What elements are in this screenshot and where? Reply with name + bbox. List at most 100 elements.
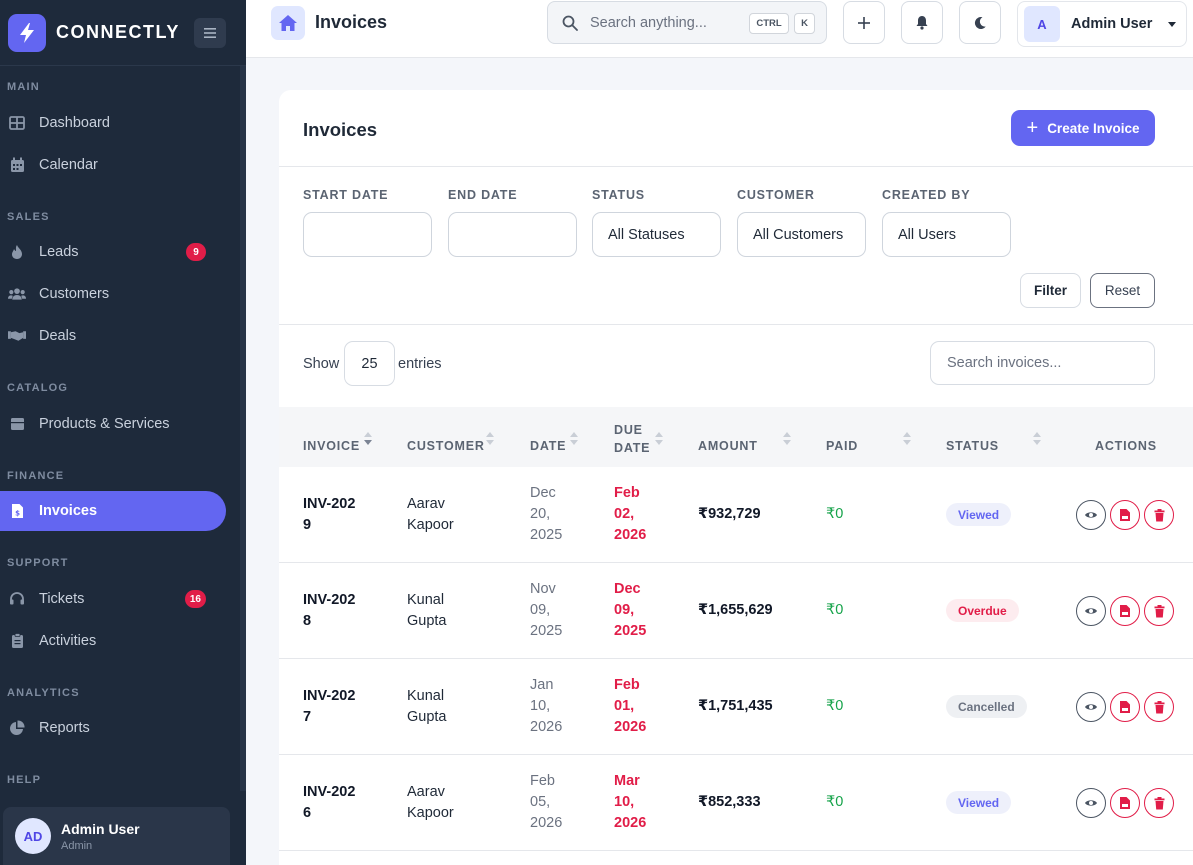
create-invoice-label: Create Invoice [1047, 120, 1140, 136]
status-badge: Cancelled [946, 695, 1027, 718]
sort-icon[interactable] [570, 432, 578, 446]
end-date-input[interactable] [448, 212, 577, 257]
amount: ₹932,729 [698, 506, 761, 522]
create-invoice-button[interactable]: + Create Invoice [1011, 110, 1155, 146]
sidebar-item-label: Customers [39, 286, 110, 302]
due-date: Dec 09, 2025 [614, 581, 647, 639]
entries-per-page-select[interactable]: 25 [344, 341, 395, 386]
page-title: Invoices [315, 12, 388, 32]
search-icon [562, 15, 578, 31]
user-menu-dropdown[interactable]: A Admin User [1017, 1, 1187, 47]
invoice-date: Nov 09, 2025 [530, 581, 563, 639]
amount: ₹1,655,629 [698, 602, 773, 618]
filter-button[interactable]: Filter [1020, 273, 1081, 308]
users-icon [8, 285, 26, 303]
sidebar-item-label: Reports [39, 720, 90, 736]
section-label-sales: SALES [7, 211, 50, 223]
pie-chart-icon [8, 719, 26, 737]
sort-icon[interactable] [1033, 432, 1041, 446]
col-header-amount[interactable]: AMOUNT [698, 439, 758, 453]
trash-icon[interactable] [1144, 596, 1174, 626]
sort-icon[interactable] [783, 432, 791, 446]
view-icon[interactable] [1076, 692, 1106, 722]
sort-icon[interactable] [903, 432, 911, 446]
col-header-due-date[interactable]: DUE DATE [614, 423, 651, 455]
paid-amount: ₹0 [826, 794, 844, 810]
global-search-input[interactable]: Search anything... CTRL K [547, 1, 827, 44]
table-row[interactable]: INV-2027 Kunal Gupta Jan 10, 2026 Feb 01… [279, 659, 1193, 755]
sidebar-scrollbar[interactable] [240, 66, 246, 791]
brand-name[interactable]: CONNECTLY [56, 22, 180, 42]
status-select[interactable]: All Statuses [592, 212, 721, 257]
col-header-paid[interactable]: PAID [826, 439, 859, 453]
sidebar-item-calendar[interactable]: Calendar [0, 145, 226, 185]
shortcut-k-key: K [794, 13, 815, 34]
trash-icon[interactable] [1144, 500, 1174, 530]
start-date-input[interactable] [303, 212, 432, 257]
sidebar-item-label: Calendar [39, 157, 98, 173]
menu-toggle-button[interactable] [194, 17, 226, 48]
pdf-icon[interactable] [1110, 500, 1140, 530]
sidebar-item-deals[interactable]: Deals [0, 316, 226, 356]
view-icon[interactable] [1076, 788, 1106, 818]
pdf-icon[interactable] [1110, 596, 1140, 626]
section-label-support: SUPPORT [7, 557, 69, 569]
col-header-status[interactable]: STATUS [946, 439, 999, 453]
plus-icon [858, 16, 870, 29]
sort-icon[interactable] [486, 432, 494, 446]
sidebar-item-customers[interactable]: Customers [0, 274, 226, 314]
invoice-number[interactable]: INV-2026 [303, 784, 356, 821]
amount: ₹852,333 [698, 794, 761, 810]
view-icon[interactable] [1076, 596, 1106, 626]
sidebar-item-tickets[interactable]: Tickets 16 [0, 579, 226, 619]
reset-button[interactable]: Reset [1090, 273, 1155, 308]
grid-icon [8, 114, 26, 132]
invoice-icon: $ [8, 502, 26, 520]
calendar-icon [8, 156, 26, 174]
invoice-search-input[interactable]: Search invoices... [930, 341, 1155, 385]
theme-toggle-button[interactable] [959, 1, 1001, 44]
invoice-date: Jan 10, 2026 [530, 677, 563, 735]
sidebar-user-profile[interactable]: AD Admin User Admin [3, 807, 230, 865]
invoice-number[interactable]: INV-2028 [303, 592, 356, 629]
section-label-main: MAIN [7, 81, 40, 93]
trash-icon[interactable] [1144, 692, 1174, 722]
card-title: Invoices [303, 119, 378, 140]
created-by-label: CREATED BY [882, 188, 971, 202]
user-role: Admin [61, 839, 93, 852]
topbar: Invoices Search anything... CTRL K A Adm… [246, 0, 1193, 58]
customer-name: Kunal Gupta [407, 688, 447, 725]
customer-select[interactable]: All Customers [737, 212, 866, 257]
col-header-invoice[interactable]: INVOICE [303, 439, 360, 453]
section-label-help: HELP [7, 774, 42, 786]
view-icon[interactable] [1076, 500, 1106, 530]
col-header-customer[interactable]: CUSTOMER [407, 439, 485, 453]
sidebar-item-leads[interactable]: Leads 9 [0, 232, 226, 272]
notifications-button[interactable] [901, 1, 943, 44]
table-row[interactable]: INV-2028 Kunal Gupta Nov 09, 2025 Dec 09… [279, 563, 1193, 659]
sort-icon[interactable] [655, 432, 663, 446]
home-icon[interactable] [271, 6, 305, 40]
table-row[interactable]: INV-2026 Aarav Kapoor Feb 05, 2026 Mar 1… [279, 755, 1193, 851]
invoice-number[interactable]: INV-2029 [303, 496, 356, 533]
created-by-select[interactable]: All Users [882, 212, 1011, 257]
col-header-date[interactable]: DATE [530, 439, 567, 453]
due-date: Mar 10, 2026 [614, 773, 647, 831]
trash-icon[interactable] [1144, 788, 1174, 818]
sidebar-item-label: Dashboard [39, 115, 110, 131]
table-row[interactable]: INV-2029 Aarav Kapoor Dec 20, 2025 Feb 0… [279, 467, 1193, 563]
sidebar-item-dashboard[interactable]: Dashboard [0, 103, 226, 143]
invoice-number[interactable]: INV-2027 [303, 688, 356, 725]
pdf-icon[interactable] [1110, 692, 1140, 722]
sidebar-item-products-services[interactable]: Products & Services [0, 404, 226, 444]
sort-icon[interactable] [364, 432, 372, 446]
invoices-card: Invoices + Create Invoice START DATE END… [279, 90, 1193, 865]
logo-icon[interactable] [8, 13, 46, 52]
sidebar-item-activities[interactable]: Activities [0, 621, 226, 661]
plus-icon: + [1026, 117, 1039, 139]
sidebar-item-invoices[interactable]: $ Invoices [0, 491, 226, 531]
pdf-icon[interactable] [1110, 788, 1140, 818]
fire-icon [8, 243, 26, 261]
add-button[interactable] [843, 1, 885, 44]
sidebar-item-reports[interactable]: Reports [0, 708, 226, 748]
